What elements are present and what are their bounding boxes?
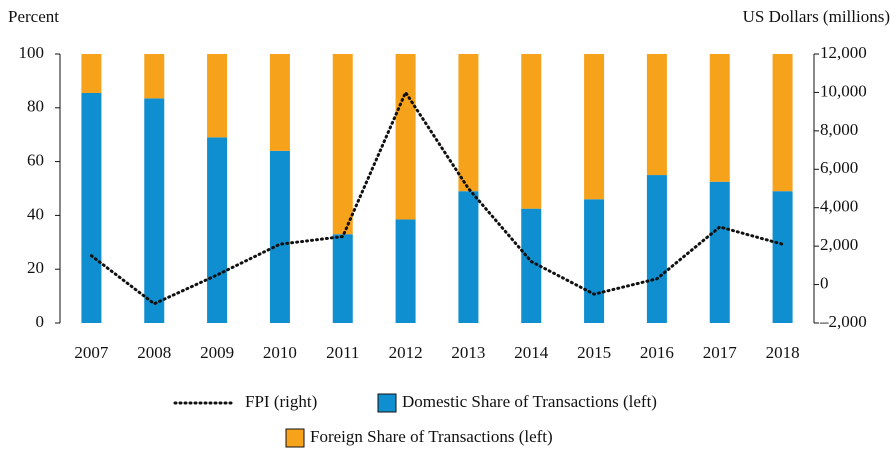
bar — [332, 234, 353, 323]
line — [89, 89, 785, 306]
legend-swatch — [285, 428, 305, 448]
x-tick-label: 2008 — [137, 343, 171, 362]
x-tick-label: 2014 — [514, 343, 549, 362]
bar — [144, 98, 165, 323]
y2-tick-label: –2,000 — [819, 312, 867, 331]
y2-tick-label: 8,000 — [820, 120, 858, 139]
bar — [584, 199, 605, 323]
bar — [81, 93, 102, 323]
y2-tick-label: 2,000 — [820, 235, 858, 254]
y2-tick-label: 0 — [820, 273, 829, 292]
bar — [144, 54, 165, 99]
bar — [521, 208, 542, 323]
x-tick-label: 2009 — [200, 343, 234, 362]
x-tick-label: 2013 — [451, 343, 485, 362]
bar — [269, 54, 290, 151]
legend-label: FPI (right) — [245, 392, 317, 411]
bar — [646, 54, 667, 176]
bar — [709, 181, 730, 323]
y2-axis-title: US Dollars (millions) — [743, 7, 890, 26]
y2-tick-label: 12,000 — [820, 43, 867, 62]
bar — [81, 54, 102, 94]
bar — [332, 54, 353, 235]
y2-tick-label: 4,000 — [820, 197, 858, 216]
x-tick-label: 2011 — [326, 343, 359, 362]
bar — [207, 54, 228, 138]
y-tick-label: 40 — [27, 204, 44, 223]
x-tick-label: 2007 — [74, 343, 109, 362]
y-tick-label: 20 — [27, 258, 44, 277]
y2-tick-label: 6,000 — [820, 158, 858, 177]
y-tick-label: 60 — [27, 151, 44, 170]
bar — [584, 54, 605, 200]
x-tick-label: 2016 — [640, 343, 674, 362]
bar — [269, 150, 290, 323]
legend-label: Foreign Share of Transactions (left) — [310, 427, 553, 446]
x-tick-label: 2012 — [389, 343, 423, 362]
legend-swatch — [377, 393, 397, 413]
y-tick-label: 0 — [36, 312, 45, 331]
bar — [395, 219, 416, 323]
bar — [207, 137, 228, 323]
y-tick-label: 100 — [19, 43, 45, 62]
bar — [646, 175, 667, 323]
x-tick-label: 2015 — [577, 343, 611, 362]
bar — [709, 54, 730, 182]
bar — [458, 54, 479, 192]
bar — [772, 191, 793, 323]
x-tick-label: 2018 — [766, 343, 800, 362]
bar — [395, 54, 416, 220]
x-tick-label: 2010 — [263, 343, 297, 362]
bar — [772, 54, 793, 192]
x-tick-label: 2017 — [703, 343, 738, 362]
y-tick-label: 80 — [27, 97, 44, 116]
bar — [521, 54, 542, 209]
y2-tick-label: 10,000 — [820, 81, 867, 100]
legend-label: Domestic Share of Transactions (left) — [402, 392, 657, 411]
bar — [458, 191, 479, 323]
y-axis-title: Percent — [8, 7, 59, 26]
